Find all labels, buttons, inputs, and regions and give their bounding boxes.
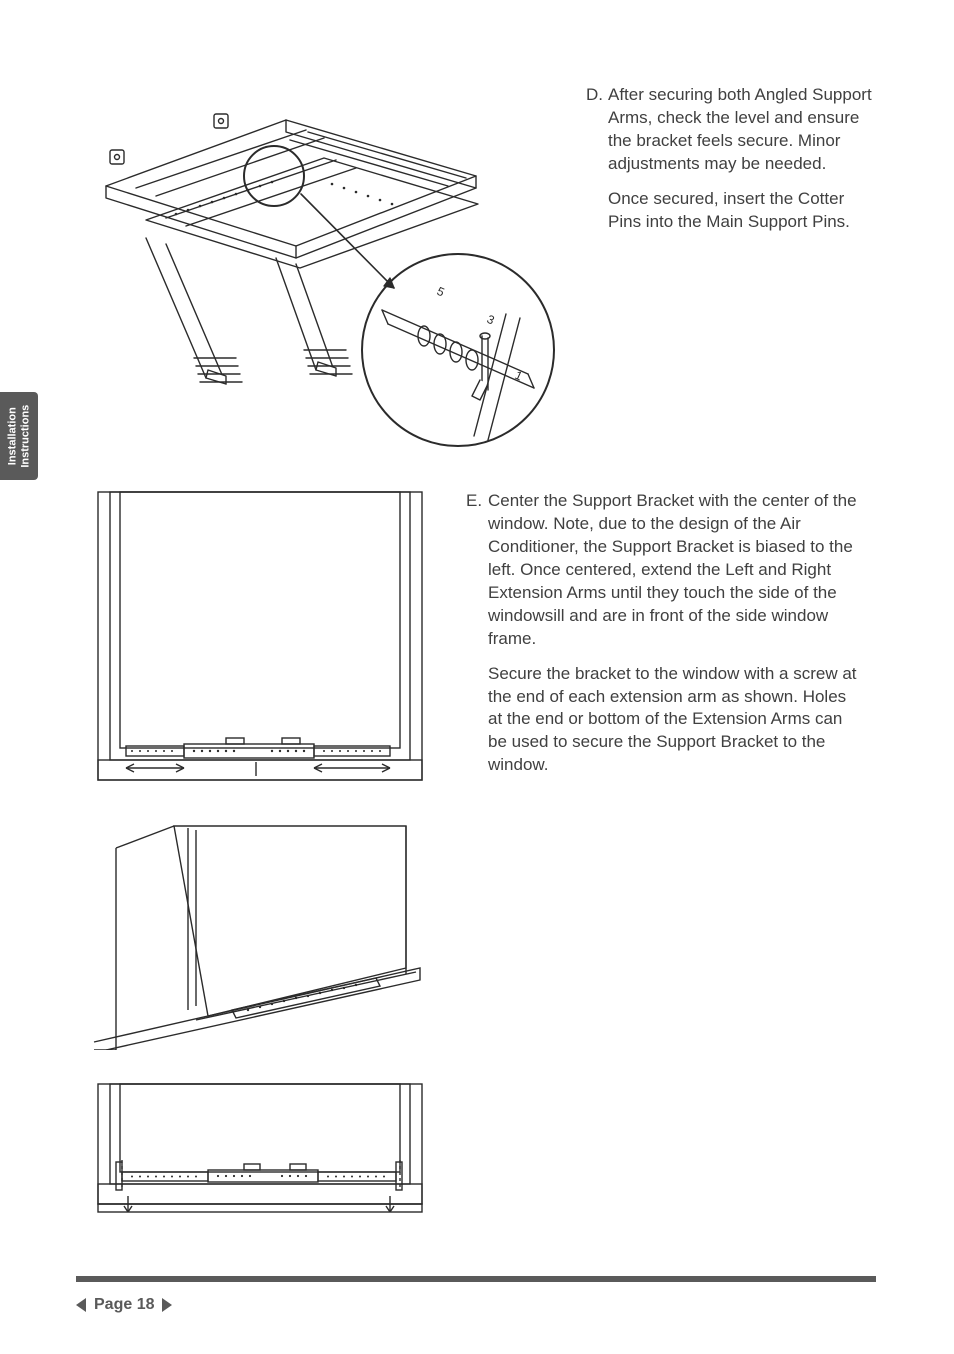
sidebar-tab: Installation Instructions (0, 392, 38, 480)
svg-text:5: 5 (435, 284, 447, 300)
svg-text:3: 3 (485, 312, 497, 328)
footer-next-icon (162, 1298, 172, 1312)
step-e-p2: Secure the bracket to the window with a … (488, 663, 860, 778)
page-number: Page 18 (94, 1296, 154, 1314)
step-e-letter: E. (466, 490, 488, 513)
step-d-p2: Once secured, insert the Cotter Pins int… (608, 188, 876, 234)
section-e: E. Center the Support Bracket with the c… (76, 486, 876, 1220)
step-e-p1: Center the Support Bracket with the cent… (488, 490, 860, 651)
figure-e-column (76, 486, 444, 1220)
footer-bar (76, 1276, 876, 1282)
step-d-letter: D. (586, 84, 608, 107)
section-d: 1 3 5 D. After securing both Angled Supp… (76, 78, 876, 448)
page-content: 1 3 5 D. After securing both Angled Supp… (76, 78, 876, 1220)
figure-e-window-perspective (76, 820, 444, 1050)
step-e-text: E. Center the Support Bracket with the c… (466, 486, 860, 1220)
footer-prev-icon (76, 1298, 86, 1312)
step-d-p1: After securing both Angled Support Arms,… (608, 84, 876, 176)
sidebar-line1: Installation (6, 407, 18, 465)
figure-e-window-front (76, 486, 444, 790)
sidebar-tab-text: Installation Instructions (6, 405, 32, 468)
svg-text:1: 1 (513, 368, 525, 384)
figure-e-window-front-secured (76, 1080, 444, 1220)
figure-d-bracket-iso: 1 3 5 (76, 78, 566, 448)
page-footer: Page 18 (76, 1296, 172, 1314)
sidebar-line2: Instructions (19, 405, 31, 468)
step-d-text: D. After securing both Angled Support Ar… (586, 78, 876, 448)
